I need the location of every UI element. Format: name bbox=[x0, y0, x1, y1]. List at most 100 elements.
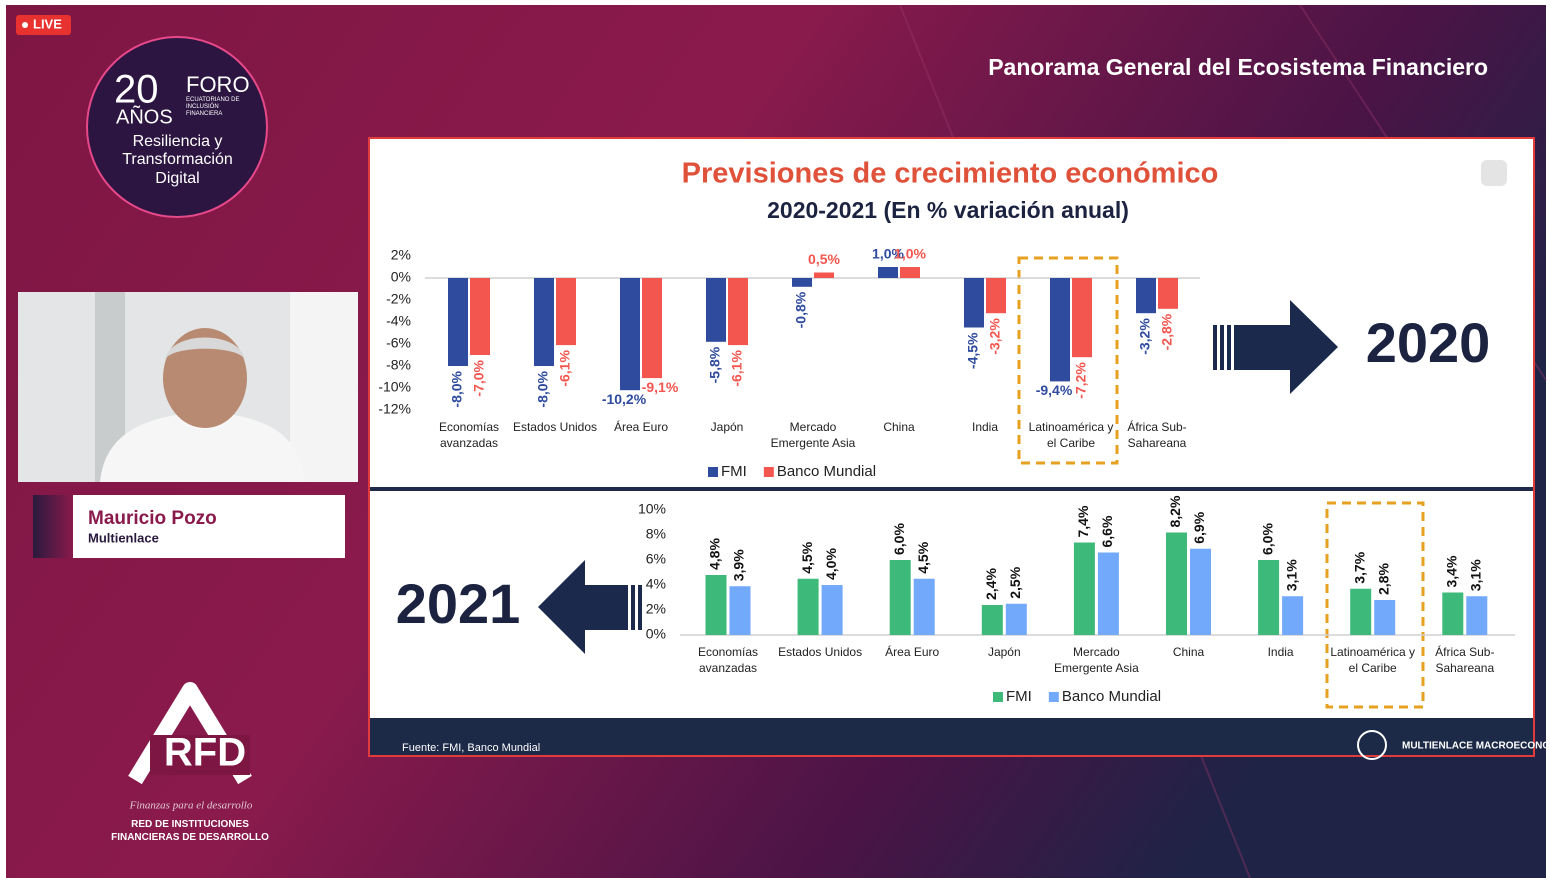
data-label: 4,8% bbox=[707, 538, 723, 570]
y-tick-label: 2% bbox=[646, 601, 666, 617]
legend-swatch bbox=[1048, 692, 1059, 702]
event-logo-circle bbox=[86, 36, 268, 218]
bar bbox=[705, 575, 727, 635]
live-dot bbox=[22, 22, 28, 28]
speaker-name: Mauricio Pozo bbox=[88, 508, 217, 529]
sponsor-logo-gap bbox=[150, 735, 250, 775]
data-label: -0,8% bbox=[793, 291, 809, 328]
bar bbox=[913, 578, 935, 635]
bar bbox=[642, 278, 662, 379]
x-tick-label: Mercado Emergente Asia bbox=[1054, 645, 1139, 675]
legend-swatch bbox=[763, 467, 774, 477]
bar bbox=[878, 267, 898, 278]
y-tick-label: -10% bbox=[378, 379, 411, 395]
data-label: -3,2% bbox=[987, 318, 1003, 355]
name-card-accent bbox=[33, 495, 73, 558]
bar bbox=[1097, 552, 1119, 635]
data-label: 2,8% bbox=[1375, 563, 1391, 595]
y-tick-label: 4% bbox=[646, 576, 666, 592]
data-label: 8,2% bbox=[1167, 495, 1183, 527]
x-tick-label: Estados Unidos bbox=[778, 645, 863, 659]
arrow-right bbox=[1213, 300, 1338, 394]
data-label: 6,9% bbox=[1191, 511, 1207, 543]
data-label: -8,0% bbox=[449, 370, 465, 407]
y-tick-label: -6% bbox=[386, 335, 411, 351]
data-label: 3,4% bbox=[1444, 555, 1460, 587]
bar bbox=[1350, 588, 1372, 635]
data-label: 7,4% bbox=[1075, 505, 1091, 537]
y-tick-label: -8% bbox=[386, 357, 411, 373]
y-tick-label: -12% bbox=[378, 401, 411, 417]
x-tick-label: India bbox=[1267, 645, 1294, 659]
data-label: 1,0% bbox=[872, 246, 904, 262]
y-tick-label: 6% bbox=[646, 551, 666, 567]
bar bbox=[1258, 560, 1280, 635]
data-label: -3,2% bbox=[1137, 318, 1153, 355]
year-annotation: 2021 bbox=[396, 572, 521, 635]
x-tick-label: Área Euro bbox=[613, 420, 669, 434]
slide bbox=[368, 137, 1535, 757]
event-tagline: Resiliencia y Transformación Digital bbox=[122, 133, 233, 187]
y-tick-label: 0% bbox=[646, 626, 666, 642]
live-text: LIVE bbox=[33, 16, 62, 31]
bar bbox=[821, 585, 843, 635]
year-annotation: 2020 bbox=[1366, 311, 1491, 374]
data-label: -4,5% bbox=[965, 332, 981, 369]
bar bbox=[534, 278, 554, 366]
x-tick-label: África Sub-Sahareana bbox=[1435, 645, 1495, 675]
header-title: Panorama General del Ecosistema Financie… bbox=[988, 54, 1488, 80]
bar bbox=[797, 578, 819, 635]
data-label: -9,1% bbox=[642, 379, 679, 395]
bar bbox=[1158, 278, 1178, 309]
bar bbox=[900, 267, 920, 278]
legend-label: FMI bbox=[721, 463, 747, 480]
bar bbox=[729, 586, 751, 635]
x-tick-label: Latinoamérica y el Caribe bbox=[1028, 420, 1114, 450]
x-tick-label: Japón bbox=[710, 420, 744, 434]
data-label: -7,0% bbox=[471, 359, 487, 396]
y-tick-label: -2% bbox=[386, 291, 411, 307]
y-tick-label: 8% bbox=[646, 526, 666, 542]
bar bbox=[1466, 596, 1488, 635]
bar bbox=[986, 278, 1006, 314]
data-label: -2,8% bbox=[1159, 313, 1175, 350]
x-tick-label: Mercado Emergente Asia bbox=[770, 420, 856, 450]
name-card bbox=[33, 495, 345, 558]
x-tick-label: Latinoamérica y el Caribe bbox=[1330, 645, 1416, 675]
bar bbox=[1050, 278, 1070, 382]
y-tick-label: -4% bbox=[386, 313, 411, 329]
event-foro: FORO bbox=[186, 72, 250, 97]
data-label: 2,4% bbox=[983, 568, 999, 600]
legend-label: Banco Mundial bbox=[1062, 688, 1161, 705]
slide-source: Fuente: FMI, Banco Mundial bbox=[402, 742, 540, 754]
brand-icon bbox=[1357, 730, 1387, 760]
bar bbox=[1072, 278, 1092, 358]
bar bbox=[556, 278, 576, 346]
speaker-organization: Multienlace bbox=[88, 530, 159, 545]
x-tick-label: Área Euro bbox=[885, 645, 940, 659]
bar bbox=[964, 278, 984, 328]
bar bbox=[814, 272, 834, 278]
legend-swatch bbox=[993, 692, 1003, 702]
data-label: 3,7% bbox=[1351, 551, 1367, 583]
event-years: 20 bbox=[114, 68, 159, 112]
x-tick-label: Estados Unidos bbox=[512, 420, 598, 434]
data-label: -8,0% bbox=[535, 370, 551, 407]
bar bbox=[1190, 548, 1211, 635]
bar bbox=[470, 278, 490, 355]
x-tick-label: Economías avanzadas bbox=[697, 645, 759, 675]
slide-footer bbox=[370, 718, 1533, 755]
x-tick-label: África Sub-Sahareana bbox=[1127, 420, 1187, 450]
bar bbox=[889, 560, 911, 635]
data-label: 3,1% bbox=[1468, 559, 1484, 591]
sponsor-slogan: Finanzas para el desarrollo bbox=[129, 800, 253, 812]
data-label: 6,6% bbox=[1099, 515, 1115, 547]
highlight-box bbox=[1325, 501, 1425, 709]
data-label: -10,2% bbox=[602, 391, 647, 407]
bar bbox=[1005, 603, 1027, 635]
event-years-label: AÑOS bbox=[116, 104, 173, 128]
bar bbox=[792, 278, 812, 287]
y-tick-label: 2% bbox=[391, 247, 411, 263]
data-label: -5,8% bbox=[707, 346, 723, 383]
